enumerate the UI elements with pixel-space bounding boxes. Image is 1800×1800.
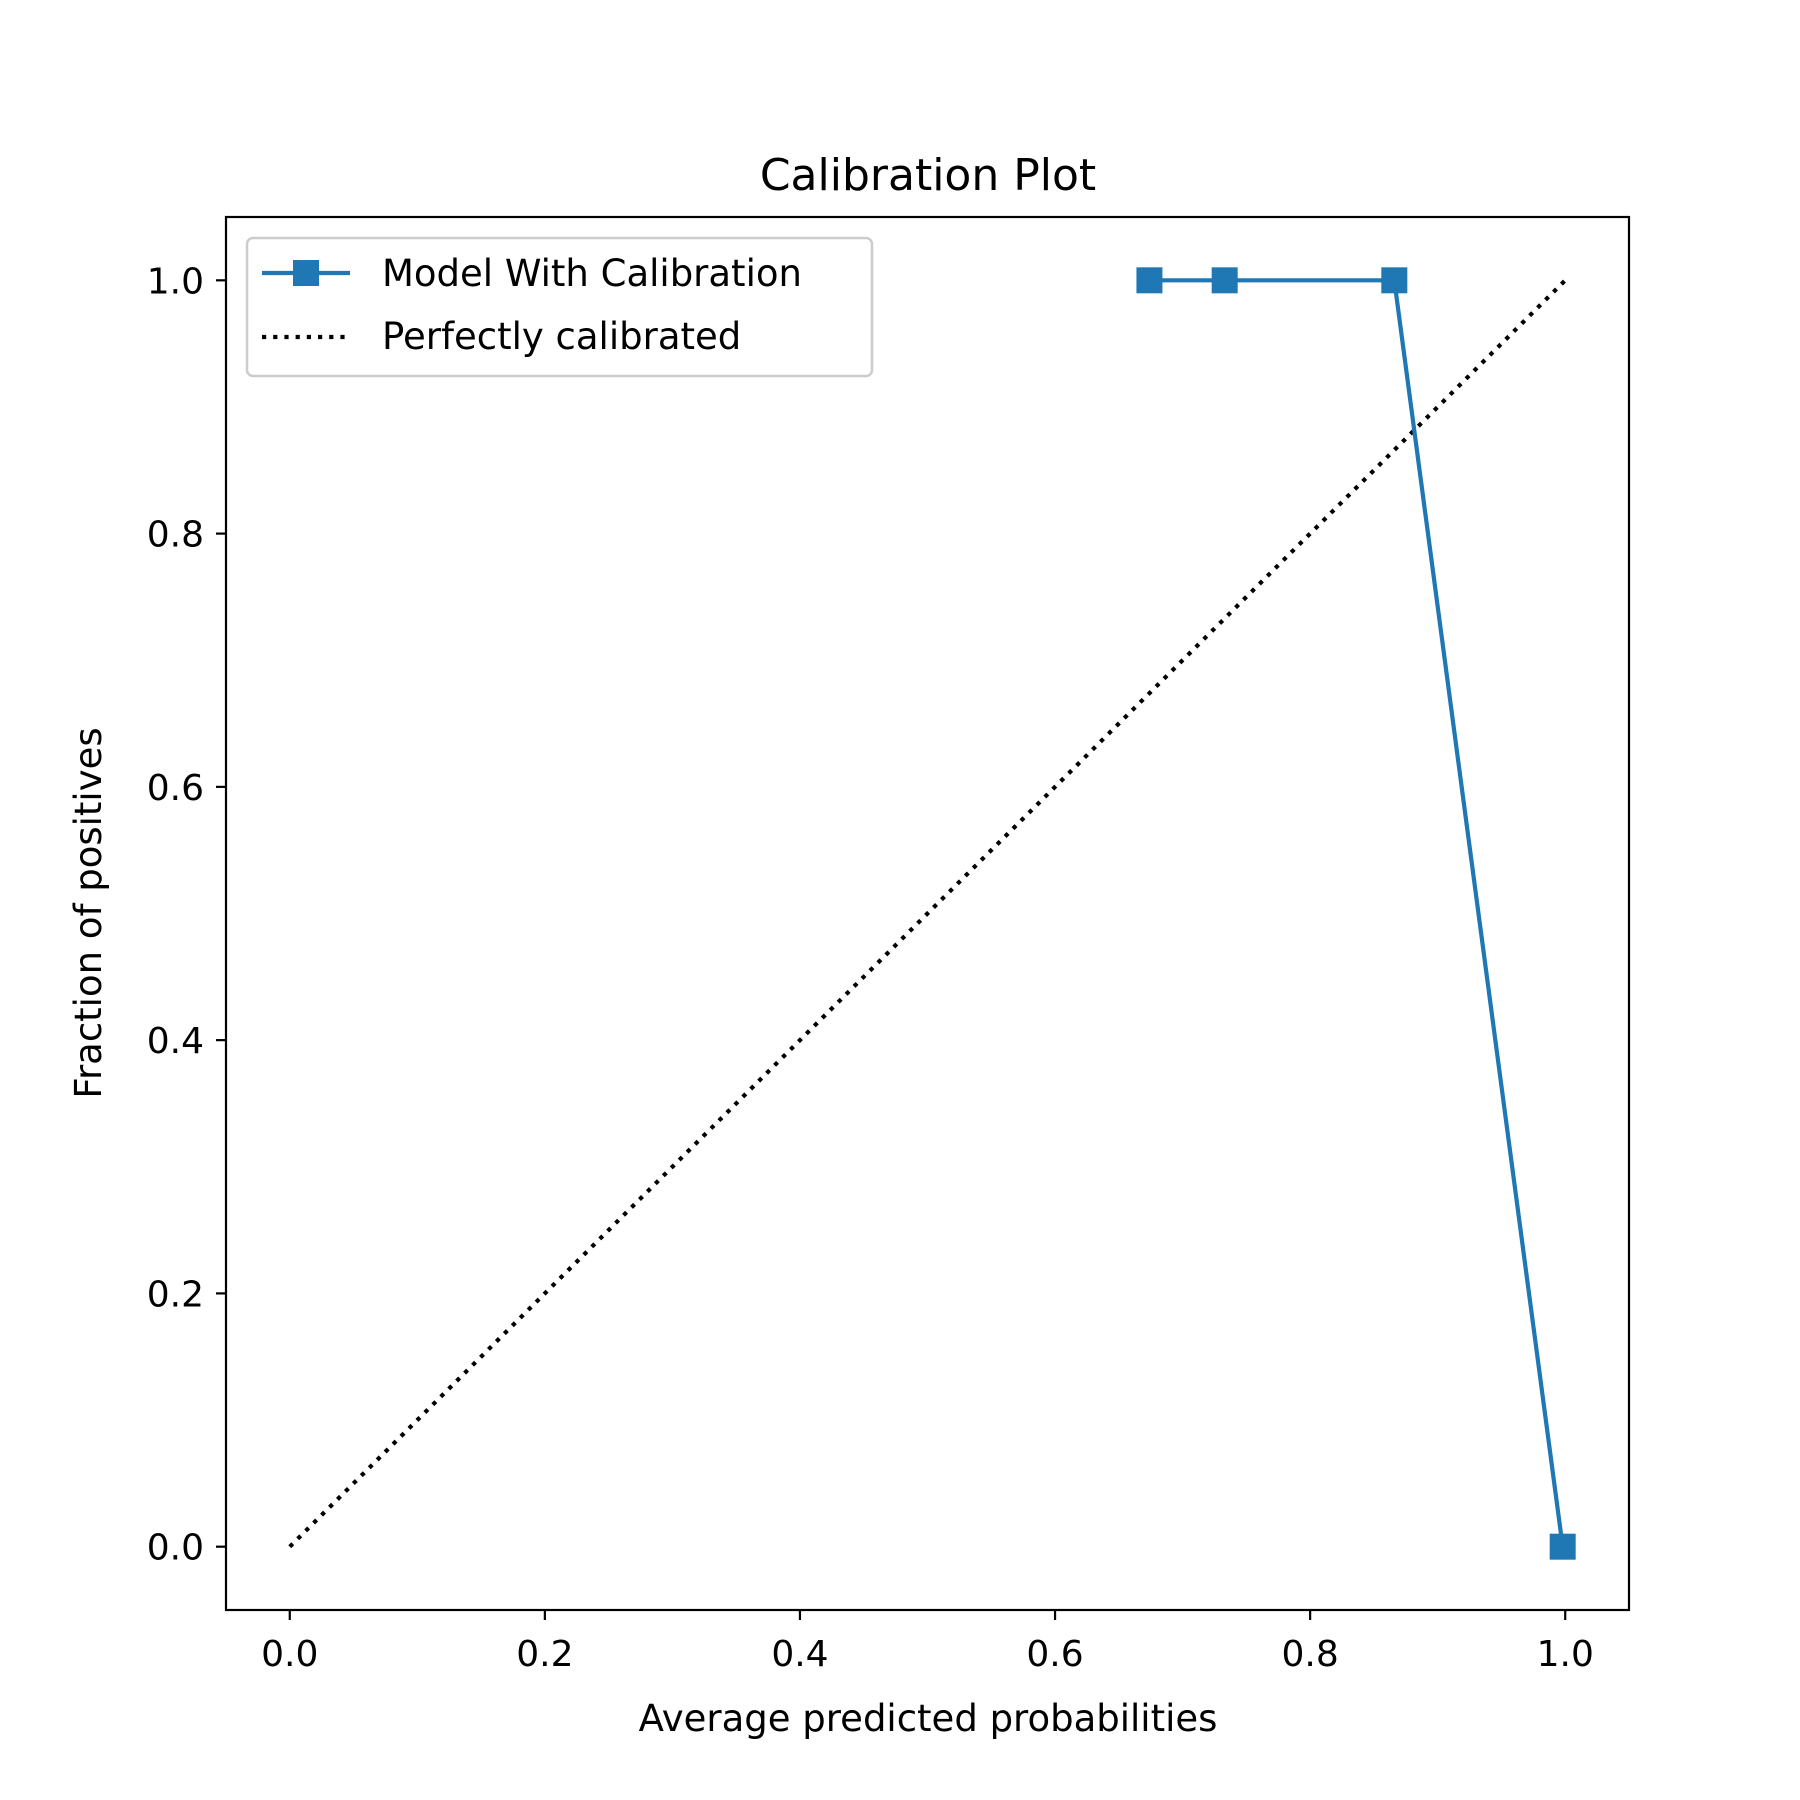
y-tick-label: 0.2 [147,1274,204,1315]
series-layer [288,267,1576,1560]
y-tick-label: 0.8 [147,515,204,556]
x-tick-label: 0.2 [516,1634,573,1675]
legend: Model With Calibration Perfectly calibra… [245,236,874,378]
x-axis-ticks: 0.0 0.2 0.4 0.6 0.8 1.0 [261,1610,1594,1675]
legend-label-perfect: Perfectly calibrated [382,315,741,358]
x-tick-label: 0.4 [771,1634,828,1675]
y-tick-label: 0.6 [147,768,204,809]
y-tick-label: 0.0 [147,1528,204,1569]
x-tick-label: 0.0 [261,1634,318,1675]
series-line-perfect [288,278,1567,1549]
x-tick-label: 1.0 [1537,1634,1594,1675]
x-axis-label: Average predicted probabilities [639,1697,1218,1740]
data-point-marker [1549,1533,1576,1560]
data-point-marker [1211,267,1238,294]
x-tick-label: 0.8 [1282,1634,1339,1675]
y-tick-label: 0.4 [147,1021,204,1062]
y-tick-label: 1.0 [147,261,204,302]
y-axis-label: Fraction of positives [67,727,110,1098]
chart-title: Calibration Plot [760,150,1096,201]
legend-swatch-model-marker [293,260,319,286]
data-point-marker [1381,267,1408,294]
legend-label-model: Model With Calibration [382,252,802,295]
y-axis-ticks: 0.0 0.2 0.4 0.6 0.8 1.0 [147,261,226,1569]
x-tick-label: 0.6 [1026,1634,1083,1675]
legend-box [245,236,874,378]
data-point-marker [1136,267,1163,294]
series-line-model [1149,278,1565,1547]
